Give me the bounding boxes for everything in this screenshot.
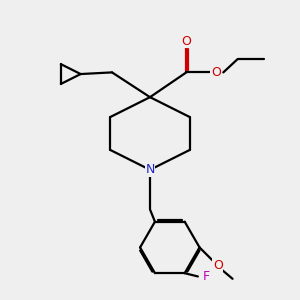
Text: O: O: [213, 259, 223, 272]
Text: N: N: [145, 163, 155, 176]
Text: O: O: [211, 66, 221, 79]
Text: O: O: [182, 34, 191, 47]
Text: F: F: [202, 270, 210, 283]
